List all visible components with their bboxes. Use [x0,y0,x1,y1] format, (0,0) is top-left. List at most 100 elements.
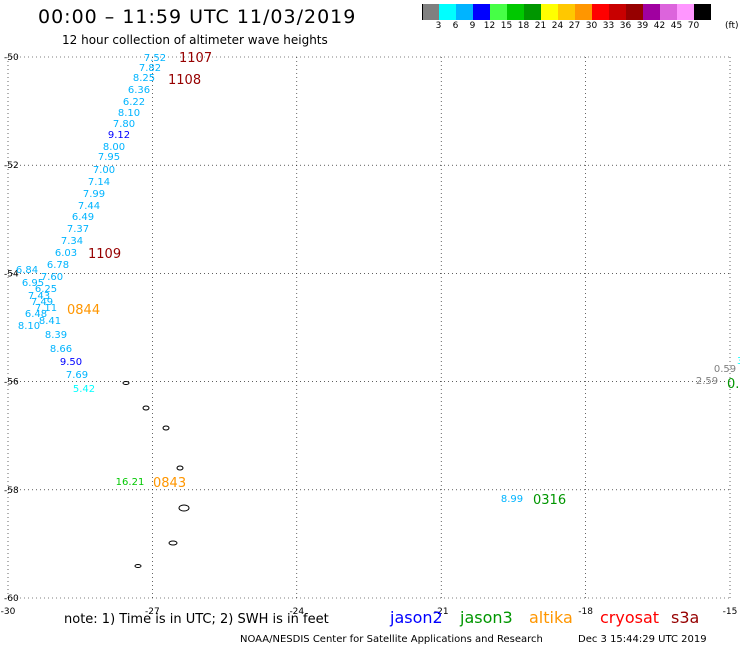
color-swatch [592,4,609,20]
swh-label: 8.00 [103,142,125,153]
swh-label: 9.12 [108,130,130,141]
color-swatches [422,4,740,20]
color-swatch [490,4,507,20]
footer-note: note: 1) Time is in UTC; 2) SWH is in fe… [64,612,329,627]
swh-label: 0.59 [714,364,736,375]
lat-tick-label: -54 [4,269,19,279]
pass-time-labels: 1107 1108 1109 0844 0843 0316 0. [67,51,739,508]
swh-label: 7.60 [41,272,63,283]
color-swatch [626,4,643,20]
color-swatch [422,4,439,20]
color-scale-legend: (ft) 3 6 9 12 15 18 21 24 27 30 33 36 39 42 45 70 [422,4,740,34]
island-outline [122,381,130,385]
swh-label: 5.42 [73,384,95,395]
swh-label: 7.11 [35,303,57,314]
color-scale-label: 9 [469,21,476,31]
lon-tick-label: -27 [145,607,160,617]
color-scale-label: 12 [483,21,496,31]
pass-time-label: 1109 [88,247,121,262]
island-outline [168,540,178,546]
swh-label: 6.84 [16,265,38,276]
color-swatch [677,4,694,20]
swh-label: 6.78 [47,260,69,271]
color-scale-label: 21 [534,21,547,31]
pass-time-label: 0. [727,377,739,392]
color-scale-label: 42 [653,21,666,31]
swh-label: 3.1 [737,356,740,367]
swh-label: 9.50 [60,357,82,368]
color-swatch [473,4,490,20]
swh-label: 7.14 [88,177,110,188]
island-outline [162,425,170,431]
swh-label: 2.59 [696,376,718,387]
color-swatch [643,4,660,20]
satellite-s3a: s3a [671,608,700,627]
swh-label: 7.43 [28,291,50,302]
color-scale-label: 18 [517,21,530,31]
color-scale-labels: (ft) 3 6 9 12 15 18 21 24 27 30 33 36 39 42 45 70 [422,20,740,34]
swh-labels: 7.527.828.256.366.228.107.809.128.007.95… [16,53,740,505]
pass-time-label: 0316 [533,493,566,508]
color-swatch [609,4,626,20]
lon-tick-label: -15 [723,607,738,617]
color-swatch [507,4,524,20]
swh-label: 8.99 [501,494,523,505]
swh-label: 6.48 [25,309,47,320]
axis-tick-labels: -30 -27 -24 -21 -18 -15 -50 -52 -54 -56 -58 -60 [1,53,738,617]
color-scale-label: 39 [636,21,649,31]
color-scale-label: 3 [435,21,442,31]
lon-tick-label: -24 [289,607,304,617]
swh-label: 7.99 [83,189,105,200]
lat-tick-label: -52 [4,161,19,171]
pass-time-label: 1107 [179,51,212,66]
island-outline [176,465,184,471]
lat-tick-label: -50 [4,53,19,63]
swh-label: 8.66 [50,344,72,355]
color-swatch [575,4,592,20]
satellite-jason3: jason3 [460,608,513,627]
swh-label: 6.22 [123,97,145,108]
color-scale-label: 27 [568,21,581,31]
satellite-jason2: jason2 [390,608,443,627]
swh-label: 8.39 [45,330,67,341]
island-outline [178,504,190,512]
island-outline [142,405,150,411]
color-scale-label: 45 [670,21,683,31]
swh-label: 7.82 [139,63,161,74]
swh-label: 7.00 [93,165,115,176]
island-outlines [122,381,190,568]
swh-label: 8.10 [118,108,140,119]
swh-label: 7.44 [78,201,100,212]
satellite-altika: altika [529,608,573,627]
color-swatch [524,4,541,20]
pass-time-label: 0844 [67,303,100,318]
satellite-cryosat: cryosat [600,608,660,627]
swh-label: 6.03 [55,248,77,259]
color-scale-label: 6 [452,21,459,31]
color-scale-label: 30 [585,21,598,31]
lat-tick-label: -58 [4,486,19,496]
color-swatch [558,4,575,20]
footer-timestamp: Dec 3 15:44:29 UTC 2019 [578,634,707,645]
color-swatch [541,4,558,20]
footer-credit: NOAA/NESDIS Center for Satellite Applica… [240,634,543,645]
island-outline [134,564,142,568]
color-scale-label: 36 [619,21,632,31]
swh-label: 7.34 [61,236,83,247]
color-scale-label: 15 [500,21,513,31]
pass-time-label: 1108 [168,73,201,88]
swh-label: 7.52 [144,53,166,64]
swh-label: 6.49 [72,212,94,223]
swh-label: 7.69 [66,370,88,381]
color-swatch [456,4,473,20]
swh-label: 8.41 [39,316,61,327]
color-scale-unit: (ft) [725,21,739,31]
swh-label: 6.36 [128,85,150,96]
color-swatch [694,4,711,20]
color-scale-label: 70 [687,21,700,31]
color-scale-label: 24 [551,21,564,31]
swh-label: 7.37 [67,224,89,235]
swh-label: 6.95 [22,278,44,289]
pass-time-label: 0843 [153,476,186,491]
color-scale-label: 33 [602,21,615,31]
